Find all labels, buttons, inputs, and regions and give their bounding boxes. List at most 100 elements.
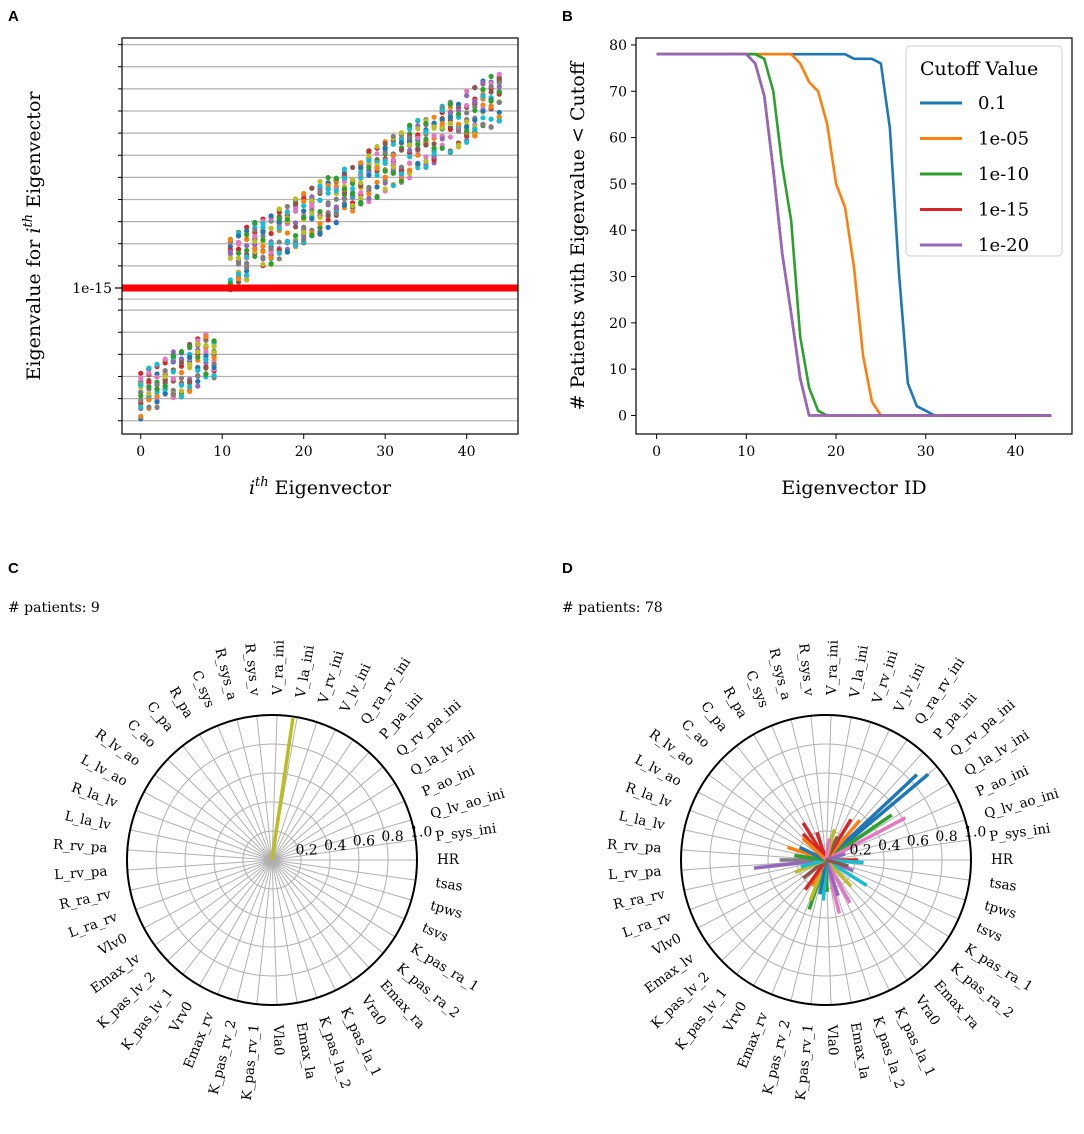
spoke (271, 859, 337, 991)
eigenvalue-point (146, 390, 152, 396)
eigenvalue-point (496, 80, 502, 86)
eigenvalue-point (154, 404, 160, 410)
eigenvalue-point (178, 394, 185, 400)
eigenvalue-point (358, 169, 364, 176)
panel-b-ylabel: # Patients with Eigenvalue < Cutoff (567, 60, 589, 410)
panel-c-polar: # patients: 90.2 0.4 0.6 0.8 1.0HRP_sys_iniQ… (8, 600, 507, 1101)
panel-b-axes-frame (635, 37, 1073, 435)
eigenvalue-point (464, 102, 470, 109)
category-label: HR (991, 852, 1014, 868)
eigenvalue-point (358, 199, 364, 205)
spoke (256, 715, 273, 861)
eigenvalue-point (333, 211, 339, 217)
eigenvalue-point (227, 255, 233, 261)
radial-tick-label: 0.2 (849, 843, 871, 859)
eigenvalue-point (138, 382, 144, 388)
eigenvalue-point (455, 128, 462, 134)
eigenvalue-point (162, 383, 168, 389)
eigenvalue-point (431, 133, 437, 139)
eigenvalue-point (423, 136, 429, 142)
spoke (127, 849, 273, 861)
spoke (271, 859, 278, 1005)
category-label: C_sys (188, 668, 217, 710)
eigenvalue-point (374, 172, 380, 178)
eigenvalue-point (187, 344, 193, 350)
panel-a-ylabel-var: i (23, 228, 45, 234)
eigenvalue-point (366, 148, 372, 154)
category-label: tsvs (973, 920, 1004, 946)
eigenvalue-point (235, 276, 242, 282)
legend-label: 1e-20 (978, 235, 1029, 256)
eigenvalue-point (301, 203, 307, 209)
spoke (271, 766, 384, 861)
eigenvalue-point (382, 168, 388, 174)
eigenvalue-point (260, 243, 266, 249)
eigenvalue-point (317, 231, 323, 237)
spoke (135, 859, 273, 911)
eigenvalue-point (325, 186, 331, 192)
category-label: Vla0 (270, 1024, 287, 1056)
eigenvalue-point (464, 119, 470, 125)
eigenvalue-point (407, 147, 413, 154)
legend-label: 1e-15 (978, 200, 1029, 221)
spoke (271, 859, 298, 1003)
spoke (236, 859, 273, 1001)
radial-tick-label: 0.4 (878, 838, 900, 854)
eigenvalue-point (415, 126, 421, 132)
eigenvalue-point (333, 220, 339, 226)
eigenvalue-point (382, 146, 388, 152)
eigenvalue-point (407, 167, 413, 173)
radial-tick-label: 0.6 (353, 834, 375, 850)
category-label: R_rv_pa (53, 837, 108, 857)
eigenvalue-point (260, 261, 266, 267)
y-tick-label: 40 (609, 223, 627, 239)
panel-a-ylabel-sup: th (21, 214, 36, 228)
eigenvalue-point (292, 220, 299, 226)
category-label: K_pas_rv_1 (793, 1023, 817, 1101)
eigenvalue-point (382, 141, 388, 147)
eigenvalue-point (415, 141, 421, 148)
vector-tpws (825, 858, 849, 868)
eigenvalue-point (317, 183, 323, 189)
eigenvalue-point (146, 370, 152, 376)
eigenvalue-point (309, 210, 315, 216)
eigenvalue-point (480, 115, 486, 121)
eigenvalue-point (480, 108, 486, 114)
radial-tick-label: 1.0 (964, 825, 986, 841)
panel-a-x-ticks: 0 10 20 30 40 (136, 434, 476, 460)
eigenvalue-point (162, 367, 168, 374)
eigenvalue-point (390, 133, 396, 139)
category-label: Vlv0 (95, 930, 130, 959)
eigenvalue-point (203, 334, 209, 340)
eigenvalue-point (309, 202, 315, 208)
panel-a-ylabel: Eigenvalue for ith Eigenvector (21, 91, 45, 381)
eigenvalue-point (488, 83, 494, 90)
eigenvalue-point (195, 354, 201, 360)
eigenvalue-point (276, 256, 282, 262)
eigenvalue-point (292, 232, 299, 239)
spoke (825, 819, 966, 861)
spoke (825, 859, 938, 954)
eigenvalue-point (333, 176, 339, 182)
eigenvalue-point (301, 214, 307, 220)
spoke (825, 839, 970, 861)
eigenvalue-point (268, 213, 274, 219)
eigenvalue-point (227, 237, 233, 243)
eigenvalue-point (398, 171, 405, 177)
eigenvalue-point (407, 134, 413, 140)
eigenvalue-point (195, 341, 201, 347)
eigenvalue-point (162, 378, 168, 384)
spoke (271, 800, 405, 861)
eigenvalue-point (244, 264, 250, 271)
eigenvalue-point (464, 128, 470, 134)
eigenvalue-point (211, 338, 217, 344)
category-label: V_ra_ini (824, 639, 842, 696)
eigenvalue-point (244, 228, 250, 234)
eigenvalue-point (195, 367, 201, 374)
eigenvalue-point (439, 136, 445, 142)
eigenvalue-point (268, 245, 274, 252)
category-label: tsvs (419, 920, 450, 946)
eigenvalue-point (407, 175, 413, 181)
eigenvalue-point (472, 85, 478, 91)
x-tick-label: 40 (458, 444, 476, 460)
